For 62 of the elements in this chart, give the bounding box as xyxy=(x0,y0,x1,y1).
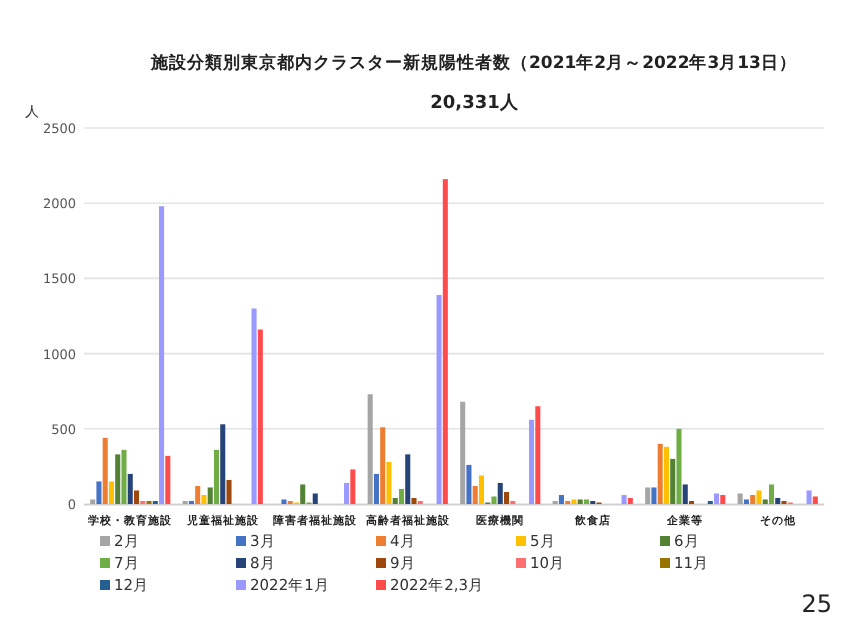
bar xyxy=(96,481,102,504)
bar xyxy=(497,482,503,504)
bar xyxy=(373,473,379,504)
bar xyxy=(676,428,682,504)
bar xyxy=(621,494,627,504)
bar xyxy=(750,494,756,504)
bar xyxy=(251,308,257,504)
bar xyxy=(220,424,226,504)
bar xyxy=(405,454,411,504)
bar xyxy=(201,494,207,504)
bar xyxy=(380,427,386,504)
bar xyxy=(737,493,743,504)
bar xyxy=(392,497,398,504)
bar xyxy=(806,490,812,504)
bar xyxy=(651,487,657,504)
bar xyxy=(436,294,442,504)
text: 25 xyxy=(801,590,832,618)
bar xyxy=(466,464,472,504)
bar xyxy=(165,455,171,504)
bar xyxy=(768,484,775,504)
bar xyxy=(121,449,127,504)
bar xyxy=(627,497,633,504)
bar xyxy=(207,487,213,504)
bar xyxy=(714,493,720,504)
bar xyxy=(535,406,541,504)
bar xyxy=(472,485,478,504)
bar xyxy=(775,497,781,504)
chart-subtitle: 20,331人 xyxy=(430,92,520,114)
bar xyxy=(115,454,121,504)
bar xyxy=(657,443,663,504)
bar xyxy=(195,485,201,504)
bar xyxy=(386,461,392,504)
bar xyxy=(663,446,669,504)
bar xyxy=(411,497,417,504)
bar xyxy=(102,437,108,504)
bar xyxy=(442,179,448,504)
bar xyxy=(503,491,510,504)
bar xyxy=(645,487,651,504)
bar xyxy=(812,496,818,504)
bar xyxy=(756,490,762,504)
bar xyxy=(367,394,373,504)
bar xyxy=(213,449,220,504)
bar xyxy=(108,481,114,504)
bar xyxy=(300,484,306,504)
bar xyxy=(720,494,726,504)
bar xyxy=(344,482,350,504)
bar xyxy=(312,493,318,504)
bar xyxy=(257,329,263,504)
bar xyxy=(529,419,535,504)
bar xyxy=(127,473,133,504)
bar xyxy=(159,206,165,504)
bar xyxy=(133,490,140,504)
bar xyxy=(226,479,232,504)
bar xyxy=(350,469,356,504)
bar xyxy=(460,401,466,504)
chart-title: 施設分類別東京都内クラスター新規陽性者数（2021年2月～2022年3月13日） xyxy=(149,52,797,74)
bar xyxy=(398,488,405,504)
bar xyxy=(670,458,676,504)
bar xyxy=(558,494,564,504)
bar xyxy=(478,475,484,504)
bar xyxy=(491,496,497,504)
bar xyxy=(682,484,688,504)
